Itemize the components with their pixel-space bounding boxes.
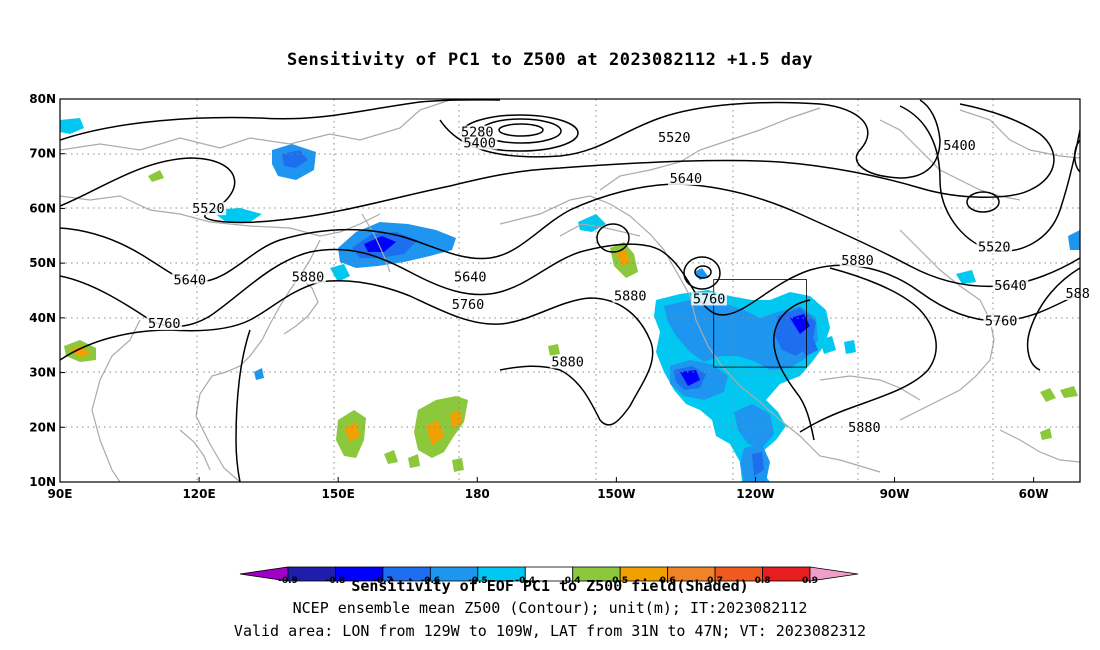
contour-label: 5640 [454, 270, 487, 286]
contour-label-bg [190, 202, 227, 216]
contour-label: 5760 [148, 316, 181, 332]
coastlines [60, 99, 1080, 482]
lat-label-10N: 10N [29, 475, 56, 489]
caption-line-1: Sensitivity of EOF PC1 to Z500 field(Sha… [351, 577, 749, 595]
contour-label: 5400 [943, 138, 976, 154]
contour-label: 5880 [841, 253, 874, 269]
lat-label-30N: 30N [29, 366, 56, 380]
contour-label: 5880 [848, 420, 881, 436]
contour-label-bg [656, 131, 693, 145]
contour-label: 5520 [658, 130, 691, 146]
colorbar-label: -0.9 [278, 576, 298, 586]
colorbar-label: 0.7 [707, 576, 723, 586]
contour-label-bg [1064, 286, 1092, 300]
contour-label-bg [450, 297, 486, 311]
lat-label-20N: 20N [29, 420, 56, 434]
colorbar-label: -0.6 [421, 576, 441, 586]
lat-label-80N: 80N [29, 92, 56, 106]
contour-label: 5880 [614, 289, 647, 305]
contour-label-bg [839, 254, 876, 268]
contour-label-bg [459, 125, 496, 139]
contour-label-bg [846, 421, 883, 435]
lon-label-90E: 90E [48, 487, 73, 501]
lat-label-70N: 70N [29, 147, 56, 161]
lat-label-60N: 60N [29, 201, 56, 215]
contour-label: 5760 [452, 297, 485, 313]
map-frame [59, 98, 1081, 483]
contour-label: 588 [1065, 286, 1089, 302]
contour-label-bg [146, 317, 183, 331]
lat-lon-grid [60, 99, 1080, 482]
contour-label-bg [549, 355, 586, 369]
contour-label: 5640 [994, 278, 1027, 294]
caption-line-2: NCEP ensemble mean Z500 (Contour); unit(… [292, 599, 808, 617]
colorbar-label: 0.5 [612, 576, 628, 586]
colorbar-label: -0.7 [373, 576, 393, 586]
contour-label-bg [941, 139, 978, 153]
lon-label-120W: 120W [736, 487, 774, 501]
contour-label-bg [668, 172, 704, 186]
contour-label: 5520 [978, 239, 1011, 255]
contour-label: 5880 [551, 354, 584, 370]
longitude-labels: 90E 120E 150E 180 150W 120W 90W 60W [48, 477, 1049, 501]
lat-label-50N: 50N [29, 256, 56, 270]
contour-label: 5520 [192, 201, 225, 217]
contour-label: 5400 [463, 136, 496, 152]
colorbar-label: 0.4 [565, 576, 581, 586]
caption-line-3: Valid area: LON from 129W to 109W, LAT f… [233, 622, 867, 640]
contour-label-bg [992, 278, 1029, 292]
contour-label-bg [461, 136, 498, 150]
latitude-labels: 10N 20N 30N 40N 50N 60N 70N 80N [29, 92, 65, 489]
contour-label-bg [612, 289, 649, 303]
colorbar: -0.9 -0.8 -0.7 -0.6 -0.5 -0.4 0.4 0.5 0.6 0.7 0.8 0… [239, 566, 859, 586]
lon-label-180: 180 [465, 487, 490, 501]
colorbar-label: 0.9 [802, 576, 818, 586]
contour-label-bg [172, 273, 208, 287]
map-title: Sensitivity of PC1 to Z500 at 2023082112… [286, 50, 813, 70]
colorbar-label: 0.6 [660, 576, 676, 586]
contour-label-bg [452, 270, 489, 284]
lon-label-90W: 90W [880, 487, 910, 501]
contour-label: 5880 [292, 270, 325, 286]
lon-label-60W: 60W [1019, 487, 1049, 501]
contour-label-bg [691, 292, 727, 306]
contour-label-bg [983, 314, 1019, 328]
colorbar-label: 0.8 [755, 576, 771, 586]
lon-label-120E: 120E [182, 487, 215, 501]
contour-label: 5760 [693, 291, 726, 307]
contour-label: 5760 [985, 313, 1018, 329]
colorbar-label: -0.5 [468, 576, 488, 586]
lon-label-150E: 150E [322, 487, 355, 501]
colorbar-label: -0.4 [515, 576, 535, 586]
sensitivity-shading [60, 118, 1080, 482]
contour-label-bg [976, 240, 1013, 254]
valid-area-box [713, 279, 807, 368]
colorbar-label: -0.8 [326, 576, 346, 586]
contour-label: 5640 [174, 272, 207, 288]
contour-label: 5640 [670, 171, 703, 187]
lat-label-40N: 40N [29, 311, 56, 325]
contour-label-bg [290, 270, 326, 284]
z500-contours [60, 99, 1080, 482]
lon-label-150W: 150W [597, 487, 635, 501]
colorbar-swatch [809, 566, 859, 582]
